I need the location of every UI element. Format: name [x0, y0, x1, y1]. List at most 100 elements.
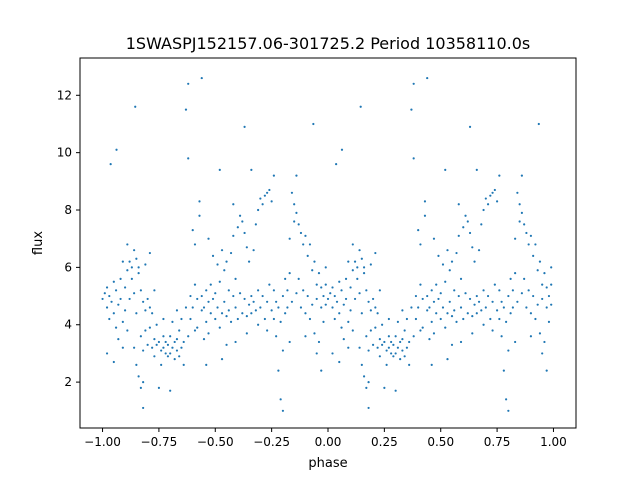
- data-point: [426, 294, 429, 298]
- data-point: [387, 317, 390, 321]
- data-point: [371, 297, 375, 301]
- data-point: [220, 249, 224, 252]
- data-point: [311, 303, 314, 306]
- data-point: [435, 283, 438, 286]
- data-point: [520, 174, 523, 177]
- data-point: [538, 332, 542, 335]
- data-point: [263, 194, 266, 197]
- data-point: [471, 332, 474, 335]
- data-point: [550, 303, 553, 306]
- data-point: [133, 249, 136, 252]
- data-point: [351, 243, 354, 246]
- data-point: [417, 228, 420, 232]
- x-tick-label: 0.00: [315, 435, 342, 449]
- data-point: [360, 312, 363, 315]
- data-point: [123, 309, 127, 312]
- data-point: [457, 203, 460, 206]
- data-point: [419, 243, 422, 246]
- data-point: [471, 315, 474, 318]
- data-point: [225, 343, 228, 346]
- data-point: [263, 317, 266, 321]
- data-point: [268, 283, 271, 286]
- data-point: [394, 389, 397, 392]
- data-point: [437, 254, 440, 258]
- x-tick-label: −0.25: [253, 435, 290, 449]
- data-point: [259, 306, 262, 309]
- data-point: [243, 125, 246, 128]
- data-point: [392, 355, 395, 358]
- data-point: [209, 312, 212, 315]
- data-point: [144, 263, 147, 266]
- data-point: [286, 306, 289, 309]
- data-point: [331, 352, 334, 355]
- data-point: [148, 251, 151, 255]
- data-point: [541, 352, 544, 355]
- data-point: [532, 294, 535, 298]
- data-point: [220, 312, 224, 315]
- data-point: [459, 306, 463, 309]
- data-point: [502, 306, 505, 309]
- data-point: [473, 260, 476, 263]
- data-point: [238, 292, 242, 295]
- data-point: [401, 349, 404, 352]
- data-point: [232, 294, 235, 298]
- y-tick-label: 8: [64, 203, 72, 217]
- data-point: [511, 306, 514, 309]
- data-point: [236, 226, 239, 229]
- data-point: [414, 294, 418, 298]
- data-point: [114, 289, 118, 292]
- x-tick-label: 0.50: [427, 435, 454, 449]
- data-point: [229, 320, 233, 323]
- data-point: [358, 292, 361, 295]
- data-point: [133, 292, 136, 295]
- data-point: [241, 220, 244, 223]
- data-point: [541, 297, 544, 301]
- data-point: [518, 203, 521, 206]
- data-point: [432, 237, 436, 240]
- data-point: [306, 294, 309, 298]
- data-point: [347, 260, 350, 263]
- data-point: [520, 211, 523, 214]
- data-point: [342, 303, 345, 306]
- data-point: [408, 340, 411, 344]
- data-point: [270, 309, 273, 312]
- data-point: [356, 266, 359, 269]
- data-point: [365, 335, 368, 338]
- data-point: [547, 320, 551, 323]
- data-point: [525, 231, 528, 235]
- data-point: [193, 329, 197, 332]
- data-point: [134, 105, 137, 108]
- data-point: [207, 237, 210, 240]
- data-point: [462, 317, 465, 321]
- data-point: [514, 340, 517, 344]
- data-point: [225, 260, 228, 263]
- data-point: [529, 234, 533, 237]
- data-point: [383, 340, 386, 344]
- data-point: [223, 269, 226, 272]
- data-point: [234, 306, 237, 309]
- data-point: [462, 226, 465, 229]
- data-point: [500, 335, 503, 338]
- data-point: [254, 309, 257, 312]
- data-point: [387, 335, 390, 338]
- data-point: [119, 297, 122, 301]
- data-point: [408, 363, 411, 366]
- data-point: [245, 332, 248, 335]
- data-point: [367, 300, 370, 303]
- data-point: [459, 340, 463, 344]
- data-point: [362, 375, 366, 378]
- data-point: [367, 406, 370, 410]
- data-point: [365, 289, 368, 292]
- data-point: [329, 292, 332, 295]
- data-point: [480, 309, 483, 312]
- data-point: [498, 317, 501, 321]
- data-point: [191, 228, 194, 232]
- data-point: [266, 300, 269, 303]
- data-point: [200, 76, 203, 80]
- data-point: [218, 326, 221, 329]
- data-point: [304, 335, 307, 338]
- data-point: [471, 246, 474, 249]
- data-point: [139, 335, 142, 338]
- data-point: [369, 309, 372, 312]
- data-point: [390, 352, 393, 355]
